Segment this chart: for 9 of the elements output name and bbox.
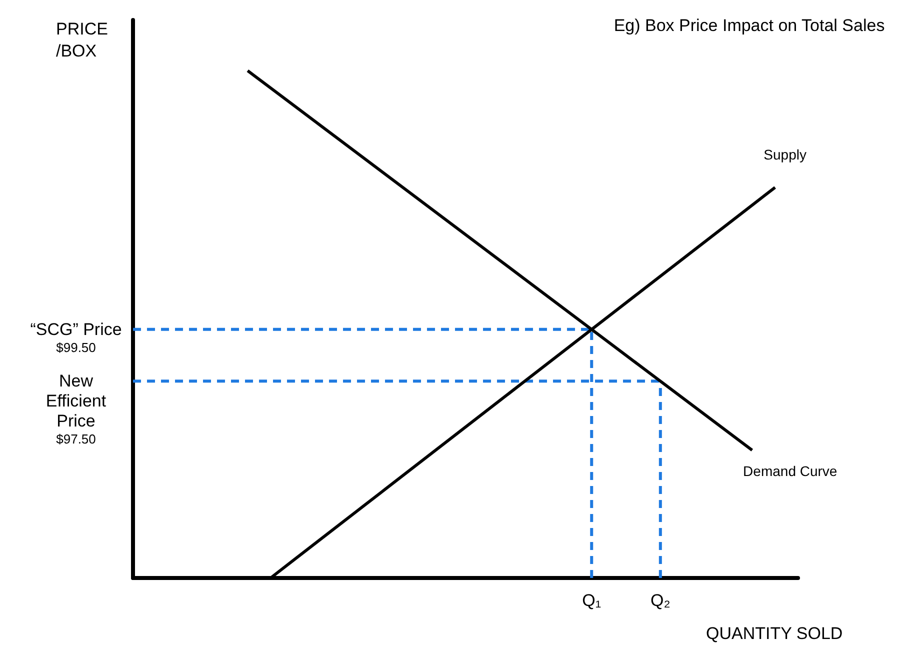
x-axis-title: QUANTITY SOLD	[706, 624, 843, 643]
x-tick-label: Q₁	[582, 591, 602, 610]
y-axis-title: PRICE /BOX	[56, 20, 108, 60]
text: “SCG” Price $99.50	[30, 320, 122, 355]
series-label: Demand Curve	[743, 463, 838, 480]
text: New Efficient Price $97.50	[46, 372, 106, 447]
chart-title: Eg) Box Price Impact on Total Sales	[614, 16, 885, 35]
series-label: Supply	[764, 146, 806, 162]
x-tick-label: Q₂	[650, 591, 670, 610]
